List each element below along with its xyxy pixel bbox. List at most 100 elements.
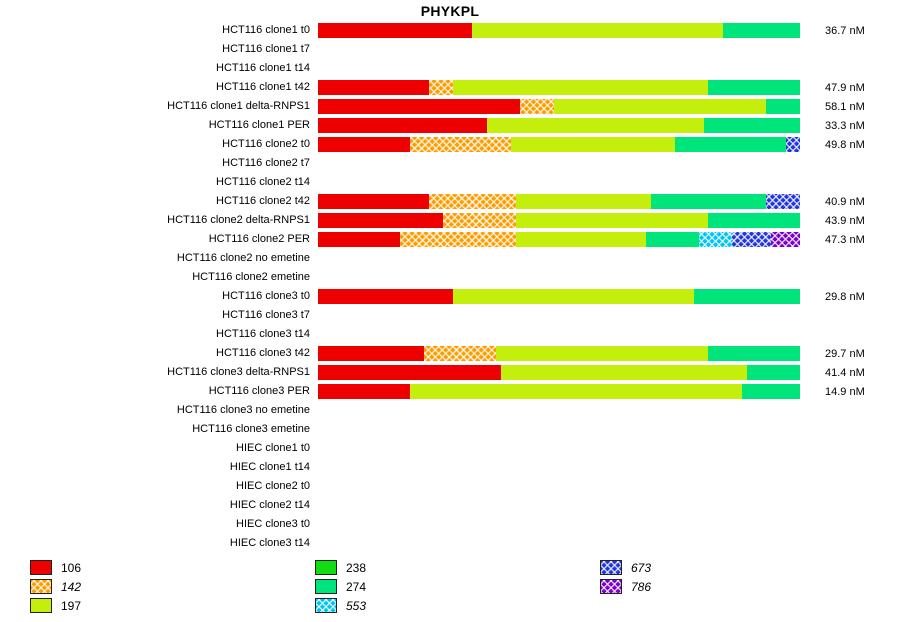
bar-track — [318, 384, 800, 399]
row-label: HCT116 clone1 delta-RNPS1 — [167, 100, 310, 112]
chart-row: HCT116 clone1 PER 33.3 nM — [0, 116, 900, 135]
bar-segment-274 — [722, 23, 800, 38]
bar-track — [318, 23, 800, 38]
chart-row: HCT116 clone3 t7 — [0, 306, 900, 325]
row-value: 41.4 nM — [825, 366, 865, 379]
row-label: HCT116 clone2 no emetine — [176, 252, 310, 264]
bar-segment-274 — [708, 80, 800, 95]
bar-segment-274 — [650, 194, 767, 209]
bar-segment-274 — [708, 213, 800, 228]
chart-row: HCT116 clone2 t7 — [0, 154, 900, 173]
bar-segment-197 — [409, 384, 743, 399]
bar-segment-142 — [409, 137, 511, 152]
chart-row: HCT116 clone3 PER 14.9 nM — [0, 382, 900, 401]
bar-segment-106 — [318, 99, 521, 114]
bar-segment-142 — [443, 213, 516, 228]
row-label: HCT116 clone3 t0 — [222, 290, 310, 302]
chart-row: HCT116 clone1 t0 36.7 nM — [0, 21, 900, 40]
row-label: HCT116 clone3 t14 — [216, 328, 310, 340]
legend-label: 553 — [346, 598, 367, 613]
row-label: HIEC clone3 t14 — [229, 537, 310, 549]
row-label: HCT116 clone2 t0 — [222, 138, 310, 150]
legend-item-274: 274 — [315, 577, 600, 596]
row-label: HCT116 clone3 emetine — [192, 423, 310, 435]
row-label: HCT116 clone1 t42 — [216, 81, 310, 93]
bar-segment-274 — [645, 232, 699, 247]
chart-row: HCT116 clone3 t14 — [0, 325, 900, 344]
bar-track — [318, 99, 800, 114]
chart-row: HCT116 clone2 PER 47.3 nM — [0, 230, 900, 249]
chart-row: HCT116 clone2 emetine — [0, 268, 900, 287]
bar-segment-106 — [318, 384, 410, 399]
bar-segment-673 — [785, 137, 800, 152]
bar-segment-274 — [766, 99, 800, 114]
bar-track — [318, 118, 800, 133]
bar-track — [318, 42, 800, 57]
bar-track — [318, 365, 800, 380]
bar-segment-197 — [515, 194, 651, 209]
bar-track — [318, 517, 800, 532]
bar-segment-142 — [428, 80, 453, 95]
bar-track — [318, 536, 800, 551]
row-value: 29.7 nM — [825, 347, 865, 360]
chart-row: HCT116 clone2 t0 49.8 nM — [0, 135, 900, 154]
chart-row: HCT116 clone3 emetine — [0, 420, 900, 439]
row-label: HCT116 clone2 t14 — [216, 176, 310, 188]
bar-segment-106 — [318, 365, 502, 380]
legend-swatch-106 — [30, 560, 52, 575]
legend-swatch-786 — [600, 579, 622, 594]
bar-segment-142 — [428, 194, 516, 209]
bar-track — [318, 479, 800, 494]
row-value: 14.9 nM — [825, 385, 865, 398]
row-label: HCT116 clone3 t42 — [216, 347, 310, 359]
row-label: HIEC clone2 t14 — [229, 499, 310, 511]
bar-segment-274 — [742, 384, 800, 399]
bar-segment-142 — [424, 346, 497, 361]
row-label: HCT116 clone1 t0 — [222, 24, 310, 36]
legend-label: 106 — [61, 560, 82, 575]
bar-segment-197 — [515, 232, 646, 247]
chart-row: HIEC clone3 t0 — [0, 515, 900, 534]
bar-segment-786 — [771, 232, 800, 247]
bar-track — [318, 251, 800, 266]
bar-track — [318, 61, 800, 76]
legend-label: 786 — [631, 579, 652, 594]
bar-segment-197 — [496, 346, 709, 361]
chart-row: HCT116 clone3 t42 29.7 nM — [0, 344, 900, 363]
legend-item-197: 197 — [30, 596, 315, 615]
row-label: HIEC clone3 t0 — [236, 518, 310, 530]
bar-track — [318, 403, 800, 418]
row-label: HCT116 clone2 PER — [208, 233, 310, 245]
bar-segment-106 — [318, 118, 487, 133]
row-label: HCT116 clone1 t14 — [216, 62, 310, 74]
row-value: 49.8 nM — [825, 138, 865, 151]
legend-item-238: 238 — [315, 558, 600, 577]
bar-track — [318, 327, 800, 342]
chart-title: PHYKPL — [420, 3, 480, 19]
bar-track — [318, 232, 800, 247]
row-value: 36.7 nM — [825, 24, 865, 37]
row-label: HIEC clone2 t0 — [236, 480, 310, 492]
bar-segment-274 — [746, 365, 800, 380]
bar-track — [318, 308, 800, 323]
legend-swatch-274 — [315, 579, 337, 594]
legend-item-553: 553 — [315, 596, 600, 615]
bar-segment-274 — [708, 346, 800, 361]
legend-swatch-238 — [315, 560, 337, 575]
chart-row: HIEC clone1 t0 — [0, 439, 900, 458]
bar-track — [318, 137, 800, 152]
bar-segment-197 — [501, 365, 747, 380]
bar-segment-106 — [318, 23, 473, 38]
row-value: 29.8 nM — [825, 290, 865, 303]
legend-swatch-142 — [30, 579, 52, 594]
chart-legend: 106 142 197 238 274 553 673 786 — [30, 558, 885, 615]
chart-row: HCT116 clone1 t14 — [0, 59, 900, 78]
chart-row: HIEC clone2 t14 — [0, 496, 900, 515]
legend-swatch-553 — [315, 598, 337, 613]
legend-column: 238 274 553 — [315, 558, 600, 615]
legend-label: 142 — [61, 579, 82, 594]
row-label: HCT116 clone1 t7 — [222, 43, 310, 55]
bar-track — [318, 460, 800, 475]
bar-segment-274 — [703, 118, 800, 133]
row-label: HCT116 clone1 PER — [208, 119, 310, 131]
